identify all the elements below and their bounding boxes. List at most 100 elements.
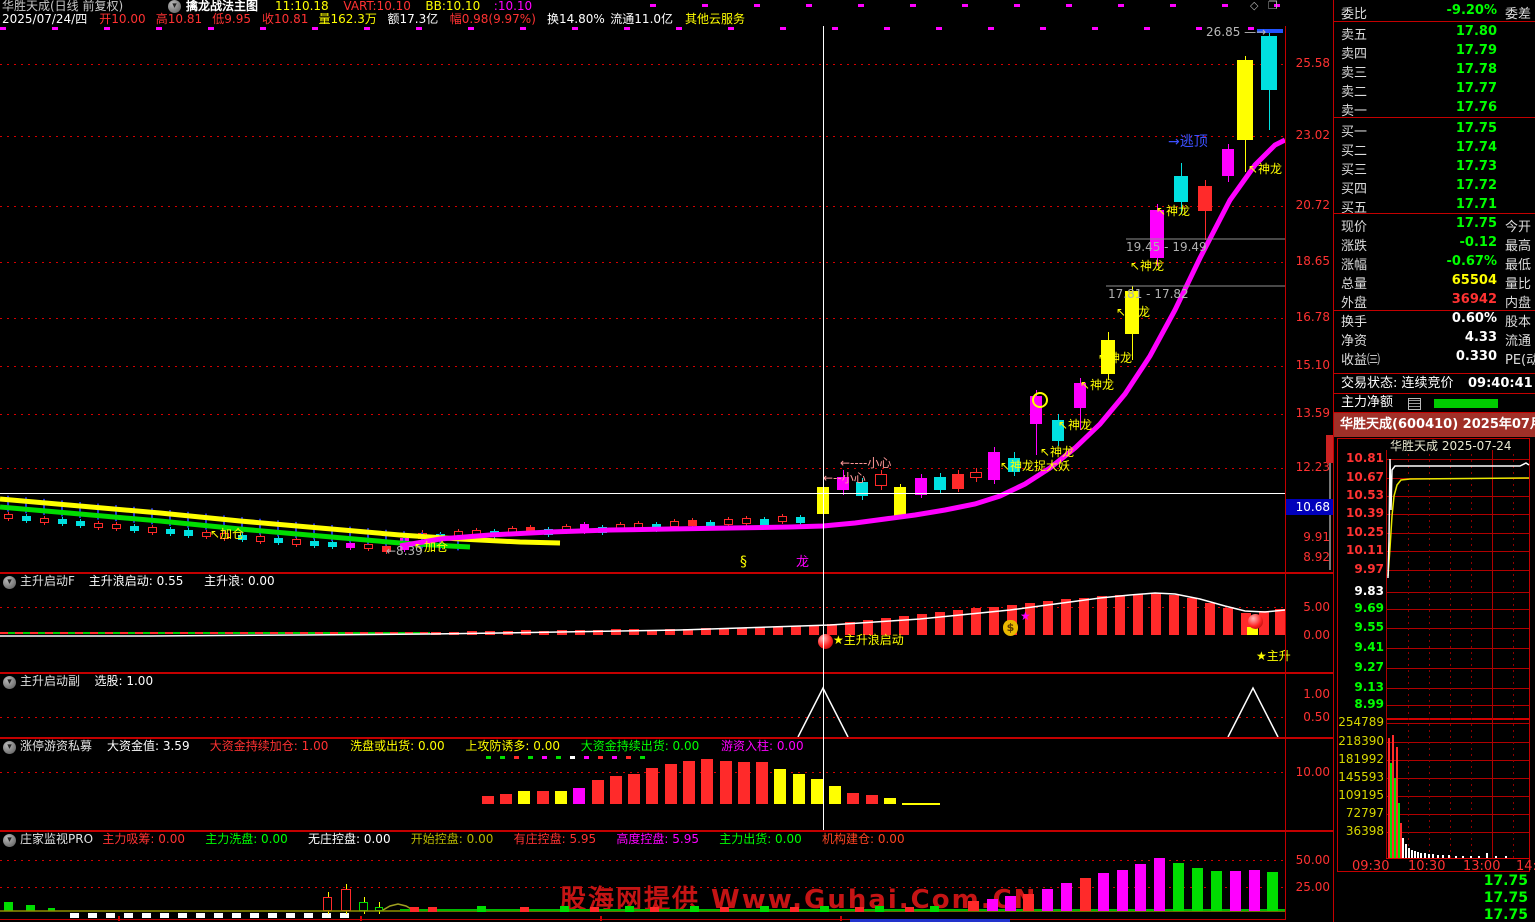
mini-tick (640, 756, 645, 759)
small-white-bar (214, 913, 223, 918)
buy-level-row[interactable]: 买五 17.71 (1334, 197, 1535, 216)
histogram-bar (953, 610, 963, 635)
signal-label: ★主升浪启动 (833, 633, 904, 647)
op-value: 17.73 (1455, 159, 1497, 174)
candlestick (856, 482, 868, 496)
candlestick (1052, 420, 1064, 441)
gridline (0, 468, 1285, 469)
histogram-bar (629, 629, 639, 635)
mini-price-label: 9.69 (1354, 601, 1384, 615)
indicator-axis-label: 10.00 (1295, 765, 1330, 779)
panel-collapse-icon[interactable]: ▾ (168, 0, 181, 13)
mini-volume-bar (1432, 854, 1434, 858)
small-white-bar (196, 913, 205, 918)
price-axis-label: 8.92 (1303, 550, 1330, 564)
list-icon[interactable] (1408, 398, 1421, 410)
mini-gridline (1386, 592, 1529, 593)
x-axis-tick (118, 916, 120, 921)
stat-row[interactable]: 换手 0.60% 股本 (1334, 311, 1535, 330)
stat-row[interactable]: 收益㈢ 0.330 PE(动 (1334, 349, 1535, 368)
mini-volume-label: 181992 (1338, 752, 1384, 766)
chart-annotation: ↖神龙 (1040, 445, 1075, 459)
mini-vgrid-solid (1492, 450, 1493, 858)
price-axis-label: 25.58 (1295, 56, 1330, 70)
indicator-axis-label: 25.00 (1295, 880, 1330, 894)
panel-collapse-icon[interactable]: ▾ (3, 576, 16, 589)
panel-collapse-icon[interactable]: ▾ (3, 741, 16, 754)
mini-chart-box[interactable] (1337, 438, 1530, 872)
mini-gridline (1386, 760, 1529, 761)
buy-level-row[interactable]: 买四 17.72 (1334, 178, 1535, 197)
histogram-bar (1133, 594, 1143, 635)
sell-level-row[interactable]: 卖四 17.79 (1334, 43, 1535, 62)
mini-volume-bar (1388, 738, 1390, 858)
sell-level-row[interactable]: 卖三 17.78 (1334, 62, 1535, 81)
histogram-bar (917, 614, 927, 635)
panel-separator (0, 672, 1333, 674)
histogram-bar (809, 625, 819, 635)
op-value: 17.79 (1455, 43, 1497, 58)
signal-label: ★主升 (1256, 649, 1291, 663)
mini-volume-bar (1505, 856, 1507, 858)
stat-row[interactable]: 涨幅 -0.67% 最低 (1334, 254, 1535, 273)
sell-level-row[interactable]: 卖二 17.77 (1334, 81, 1535, 100)
indicator-header-item: 庄家监视PRO (20, 832, 94, 846)
window-icon[interactable]: ❐ (1268, 0, 1278, 12)
op-label: 买二 (1341, 144, 1368, 159)
small-white-bar (322, 913, 331, 918)
stat-row[interactable]: 总量 65504 量比 (1334, 273, 1535, 292)
panel-collapse-icon[interactable]: ▾ (3, 676, 16, 689)
panel-collapse-icon[interactable]: ▾ (3, 834, 16, 847)
gridline (0, 206, 1285, 207)
stat-row[interactable]: 现价 17.75 今开 (1334, 216, 1535, 235)
op-value: 17.75 (1455, 216, 1497, 231)
indicator-header-item: 机构建仓: 0.00 (822, 832, 905, 846)
stat-row[interactable]: 净资 4.33 流通 (1334, 330, 1535, 349)
chart-annotation: ↖神龙 (1058, 418, 1093, 432)
price-axis-label: 13.59 (1295, 406, 1330, 420)
star-icon: ★ (1020, 609, 1031, 623)
mini-volume-label: 109195 (1338, 788, 1384, 802)
diamond-icon[interactable]: ◇ (1250, 0, 1259, 12)
tick-print: 17.75 (1483, 907, 1528, 922)
mini-volume-bar (1417, 852, 1419, 858)
histogram-bar (773, 627, 783, 635)
buy-level-row[interactable]: 买一 17.75 (1334, 121, 1535, 140)
chart-annotation: 龙 (796, 555, 810, 570)
red-dash (790, 907, 799, 912)
candlestick (165, 529, 175, 534)
histogram-bar (1205, 603, 1215, 635)
candlestick (915, 478, 927, 495)
histogram-bar (593, 630, 603, 635)
candlestick (777, 516, 787, 522)
panel-separator (0, 572, 1333, 574)
histogram-bar (1079, 878, 1091, 911)
mini-gridline (1386, 496, 1529, 497)
histogram-bar (1223, 608, 1233, 635)
crosshair-horizontal[interactable] (0, 493, 1285, 494)
op-label: 卖四 (1341, 47, 1368, 62)
stat-row[interactable]: 涨跌 -0.12 最高 (1334, 235, 1535, 254)
candlestick (327, 542, 337, 547)
buy-level-row[interactable]: 买三 17.73 (1334, 159, 1535, 178)
sell-level-row[interactable]: 卖五 17.80 (1334, 24, 1535, 43)
histogram-bar (791, 626, 801, 635)
op-value: 17.75 (1455, 121, 1497, 136)
mini-volume-bar (1455, 856, 1457, 858)
gridline (0, 860, 1285, 861)
buy-level-row[interactable]: 买二 17.74 (1334, 140, 1535, 159)
red-dash (410, 907, 419, 912)
stat-row[interactable]: 外盘 36942 内盘 (1334, 292, 1535, 311)
candlestick (952, 474, 964, 489)
scrollbar-thumb[interactable] (1326, 435, 1333, 463)
weibi-row[interactable]: 委比 -9.20% 委差 (1334, 3, 1535, 22)
title-segment: VART:10.10 (343, 0, 411, 13)
small-white-bar (232, 913, 241, 918)
sell-level-row[interactable]: 卖一 17.76 (1334, 100, 1535, 119)
indicator-axis-label: 0.50 (1303, 710, 1330, 724)
histogram-bar (1043, 601, 1053, 635)
mini-volume-bar (1402, 838, 1404, 858)
crosshair-vertical[interactable] (823, 26, 824, 830)
histogram-bar (1229, 871, 1241, 911)
mini-gridline (1386, 814, 1529, 815)
